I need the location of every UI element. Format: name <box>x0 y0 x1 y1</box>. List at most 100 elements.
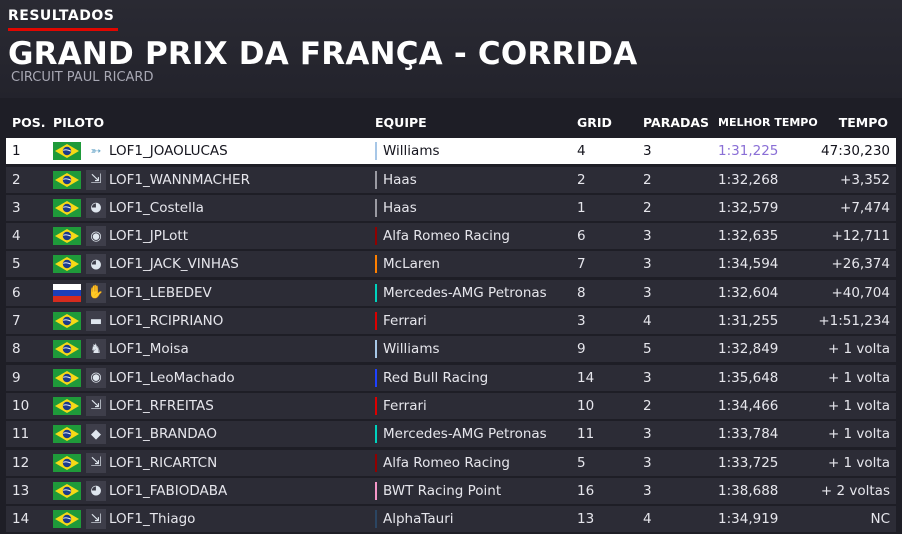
best-lap: 1:35,648 <box>718 369 779 386</box>
team-color-bar <box>375 170 377 189</box>
brazil-flag-icon <box>53 312 81 331</box>
col-team: EQUIPE <box>375 115 427 130</box>
table-row[interactable]: 1 ➳ LOF1_JOAOLUCAS Williams 4 3 1:31,225 47:30,… <box>6 138 896 165</box>
best-lap: 1:32,268 <box>718 171 779 188</box>
team-color-bar <box>375 425 377 444</box>
arrow-icon: ➳ <box>86 141 106 162</box>
race-time: + 1 volta <box>827 341 890 358</box>
race-time: + 1 volta <box>827 454 890 471</box>
pit-stops: 3 <box>643 426 652 443</box>
table-row[interactable]: 11 ◆ LOF1_BRANDAO Mercedes-AMG Petronas 11 3 1… <box>6 421 896 448</box>
table-row[interactable]: 5 ◕ LOF1_JACK_VINHAS McLaren 7 3 1:34,594 +26,3… <box>6 251 896 278</box>
team-name: Red Bull Racing <box>383 369 489 386</box>
col-pos: POS. <box>12 115 46 130</box>
col-stops: PARADAS <box>643 115 710 130</box>
team-name: McLaren <box>383 256 440 273</box>
race-time: + 1 volta <box>827 426 890 443</box>
brazil-flag-icon <box>53 340 81 359</box>
circle-logo-icon: ◉ <box>86 367 106 388</box>
team-name: AlphaTauri <box>383 511 454 528</box>
driver-name: LOF1_BRANDAO <box>109 426 217 443</box>
helmet-icon: ◕ <box>86 480 106 501</box>
position: 4 <box>12 228 21 245</box>
race-time: + 1 volta <box>827 369 890 386</box>
hand-icon: ✋ <box>86 282 106 303</box>
brazil-flag-icon <box>53 510 81 529</box>
pit-stops: 3 <box>643 228 652 245</box>
russia-flag-icon <box>53 283 81 302</box>
table-row[interactable]: 8 ♞ LOF1_Moisa Williams 9 5 1:32,849 + 1 volta <box>6 336 896 363</box>
team-name: Mercedes-AMG Petronas <box>383 426 547 443</box>
team-color-bar <box>375 510 377 529</box>
race-time: +12,711 <box>831 228 890 245</box>
brazil-flag-icon <box>53 396 81 415</box>
position: 5 <box>12 256 21 273</box>
team-color-bar <box>375 255 377 274</box>
position: 2 <box>12 171 21 188</box>
table-row[interactable]: 9 ◉ LOF1_LeoMachado Red Bull Racing 14 3 1:35,… <box>6 364 896 391</box>
grid-position: 6 <box>577 228 586 245</box>
position: 6 <box>12 284 21 301</box>
grid-position: 9 <box>577 341 586 358</box>
driver-name: LOF1_JOAOLUCAS <box>109 143 228 160</box>
race-time: NC <box>870 511 890 528</box>
table-row[interactable]: 14 ⇲ LOF1_Thiago AlphaTauri 13 4 1:34,919 NC <box>6 506 896 533</box>
table-row[interactable]: 7 ▬ LOF1_RCIPRIANO Ferrari 3 4 1:31,255 +1:51,2… <box>6 308 896 335</box>
table-body: 1 ➳ LOF1_JOAOLUCAS Williams 4 3 1:31,225 47:30,… <box>6 138 896 533</box>
grid-position: 8 <box>577 284 586 301</box>
team-name: Alfa Romeo Racing <box>383 454 510 471</box>
pit-stops: 3 <box>643 143 652 160</box>
driver-name: LOF1_LeoMachado <box>109 369 235 386</box>
team-color-bar <box>375 142 377 161</box>
best-lap: 1:32,579 <box>718 199 779 216</box>
pit-stops: 3 <box>643 482 652 499</box>
arrows-icon: ⇲ <box>86 509 106 530</box>
grid-position: 11 <box>577 426 595 443</box>
pit-stops: 2 <box>643 199 652 216</box>
pit-stops: 3 <box>643 256 652 273</box>
driver-name: LOF1_RICARTCN <box>109 454 218 471</box>
best-lap: 1:34,594 <box>718 256 779 273</box>
best-lap: 1:34,919 <box>718 511 779 528</box>
table-row[interactable]: 4 ◉ LOF1_JPLott Alfa Romeo Racing 6 3 1:32,635… <box>6 223 896 250</box>
horse-icon: ♞ <box>86 339 106 360</box>
table-row[interactable]: 12 ⇲ LOF1_RICARTCN Alfa Romeo Racing 5 3 1:33,… <box>6 449 896 476</box>
circle-logo-icon: ◉ <box>86 226 106 247</box>
position: 10 <box>12 397 30 414</box>
pit-stops: 3 <box>643 284 652 301</box>
team-name: Mercedes-AMG Petronas <box>383 284 547 301</box>
results-header: RESULTADOS GRAND PRIX DA FRANÇA - CORRID… <box>0 0 902 98</box>
team-color-bar <box>375 340 377 359</box>
col-grid: GRID <box>577 115 612 130</box>
best-lap: 1:32,635 <box>718 228 779 245</box>
position: 8 <box>12 341 21 358</box>
team-color-bar <box>375 312 377 331</box>
table-row[interactable]: 3 ◕ LOF1_Costella Haas 1 2 1:32,579 +7,474 <box>6 194 896 221</box>
race-time: +1:51,234 <box>818 313 890 330</box>
table-row[interactable]: 2 ⇲ LOF1_WANNMACHER Haas 2 2 1:32,268 +3,352 <box>6 166 896 193</box>
grid-position: 7 <box>577 256 586 273</box>
driver-name: LOF1_RFREITAS <box>109 397 214 414</box>
pit-stops: 2 <box>643 397 652 414</box>
page-title: GRAND PRIX DA FRANÇA - CORRIDA <box>8 36 638 72</box>
position: 12 <box>12 454 30 471</box>
arrows-icon: ⇲ <box>86 452 106 473</box>
team-name: Haas <box>383 199 417 216</box>
team-color-bar <box>375 453 377 472</box>
grid-position: 4 <box>577 143 586 160</box>
team-name: Haas <box>383 171 417 188</box>
team-color-bar <box>375 368 377 387</box>
driver-name: LOF1_LEBEDEV <box>109 284 212 301</box>
table-row[interactable]: 13 ◕ LOF1_FABIODABA BWT Racing Point 16 3 1:38… <box>6 477 896 504</box>
position: 14 <box>12 511 30 528</box>
brazil-flag-icon <box>53 425 81 444</box>
grid-position: 16 <box>577 482 595 499</box>
table-row[interactable]: 10 ⇲ LOF1_RFREITAS Ferrari 10 2 1:34,466 + 1 vo… <box>6 392 896 419</box>
position: 11 <box>12 426 30 443</box>
team-color-bar <box>375 227 377 246</box>
pit-stops: 4 <box>643 511 652 528</box>
best-lap: 1:31,225 <box>718 143 779 160</box>
brazil-flag-icon <box>53 227 81 246</box>
grid-position: 1 <box>577 199 586 216</box>
table-row[interactable]: 6 ✋ LOF1_LEBEDEV Mercedes-AMG Petronas 8 3 1:3… <box>6 279 896 306</box>
